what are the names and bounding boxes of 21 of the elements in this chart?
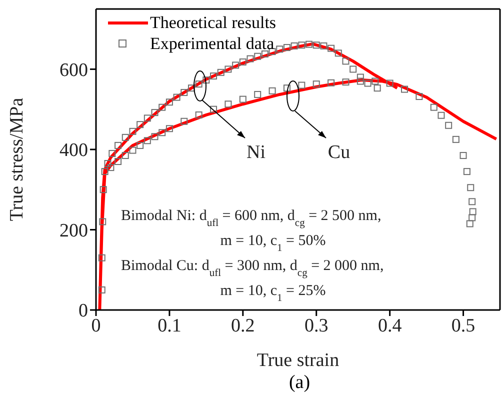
x-tick-label: 0.4: [378, 315, 402, 336]
x-tick-label: 0.1: [158, 315, 182, 336]
annotation: m = 10, c$_{1}$ = 50%: [220, 233, 326, 254]
y-tick-label: 400: [60, 140, 88, 162]
annotation: Cu: [328, 142, 351, 163]
x-axis-title: True strain: [256, 350, 340, 371]
y-tick-label: 600: [60, 60, 88, 81]
annotation: Ni: [246, 142, 266, 163]
annotation: Bimodal Cu: d$_{ufl}$ = 300 nm, d$_{cg}$ = 2 000 nm,: [121, 258, 384, 278]
y-axis-title: True stress/MPa: [6, 97, 28, 222]
x-tick-label: 0: [91, 315, 101, 336]
x-tick-label: 0.2: [231, 315, 255, 336]
legend-label: Theoretical results: [150, 12, 276, 33]
x-tick-label: 0.3: [304, 315, 328, 336]
x-tick-label: 0.5: [451, 315, 476, 336]
annotation: m = 10, c$_{1}$ = 25%: [220, 283, 326, 304]
text: (a): [288, 372, 312, 394]
legend-label: Experimental data: [150, 33, 274, 54]
annotation: Bimodal Ni: d$_{ufl}$ = 600 nm, d$_{cg}$ = 2 500 nm,: [121, 208, 382, 228]
y-tick-label: 200: [60, 220, 88, 242]
y-tick-label: 0: [78, 300, 88, 322]
